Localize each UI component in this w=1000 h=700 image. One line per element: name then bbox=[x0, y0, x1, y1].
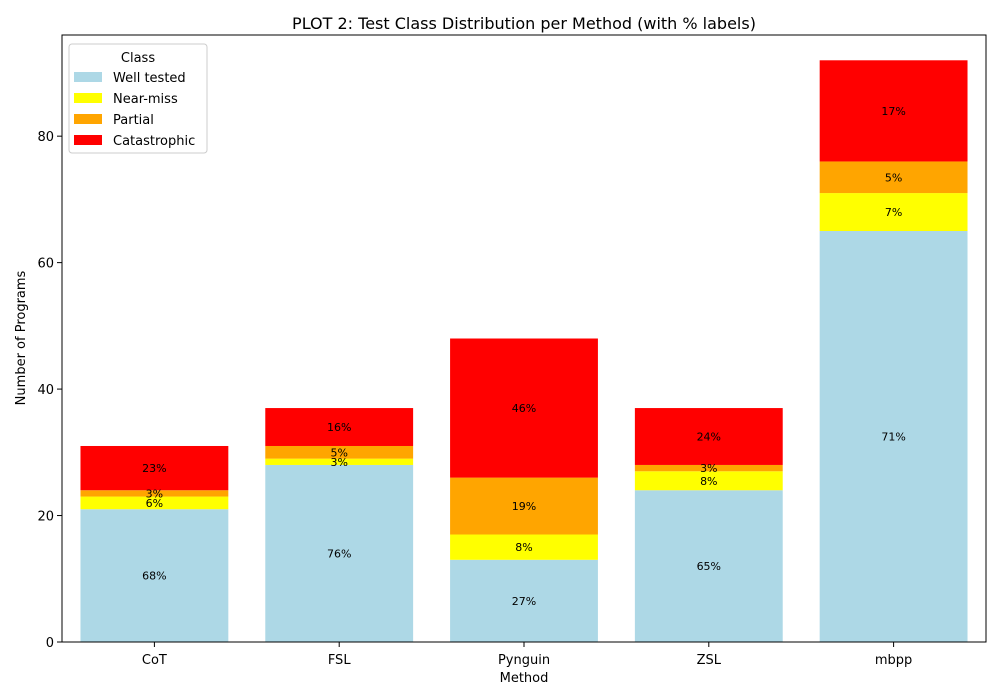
data-label-catastrophic-fsl: 16% bbox=[327, 421, 351, 434]
bar-partial-fsl bbox=[265, 445, 414, 459]
y-tick-label: 0 bbox=[46, 636, 54, 651]
data-label-catastrophic-mbpp: 17% bbox=[881, 105, 905, 118]
x-axis: CoT FSL Pynguin ZSL mbpp bbox=[142, 642, 912, 668]
bar-partial-pynguin bbox=[450, 477, 598, 535]
data-label-well-tested-pynguin: 27% bbox=[512, 595, 536, 608]
data-label-partial-mbpp: 5% bbox=[885, 171, 902, 184]
data-label-near-miss-cot: 6% bbox=[146, 497, 163, 510]
legend-label-near-miss: Near-miss bbox=[113, 92, 178, 107]
bar-near-miss-zsl bbox=[634, 471, 783, 491]
y-tick-label: 80 bbox=[37, 130, 54, 145]
segment-labels-layer: 68%76%27%65%71%6%3%8%8%7%3%5%19%3%5%23%1… bbox=[142, 105, 906, 608]
bar-near-miss-mbpp bbox=[819, 193, 968, 232]
x-tick-label: Pynguin bbox=[498, 653, 550, 668]
x-tick-label: mbpp bbox=[875, 653, 912, 668]
legend-swatch-near-miss bbox=[74, 93, 102, 103]
legend-swatch-catastrophic bbox=[74, 135, 102, 145]
legend-swatch-well-tested bbox=[74, 72, 102, 82]
bar-near-miss-pynguin bbox=[450, 534, 598, 560]
x-tick-label: CoT bbox=[142, 653, 167, 668]
bar-well-tested-fsl bbox=[265, 464, 414, 642]
x-tick-label: ZSL bbox=[697, 653, 722, 668]
data-label-partial-cot: 3% bbox=[146, 487, 163, 500]
bar-catastrophic-fsl bbox=[265, 408, 414, 446]
data-label-near-miss-pynguin: 8% bbox=[515, 541, 532, 554]
bar-catastrophic-cot bbox=[80, 445, 229, 491]
bar-partial-mbpp bbox=[819, 161, 968, 194]
bar-catastrophic-zsl bbox=[634, 408, 783, 465]
data-label-partial-zsl: 3% bbox=[700, 462, 717, 475]
legend-label-partial: Partial bbox=[113, 113, 154, 128]
y-axis-label: Number of Programs bbox=[14, 270, 29, 405]
legend-title: Class bbox=[121, 51, 155, 66]
y-axis: 0 20 40 60 80 bbox=[37, 130, 62, 651]
legend-box bbox=[68, 43, 208, 154]
data-label-well-tested-fsl: 76% bbox=[327, 547, 351, 560]
legend-label-catastrophic: Catastrophic bbox=[113, 134, 195, 149]
bar-well-tested-pynguin bbox=[450, 559, 598, 642]
data-label-catastrophic-pynguin: 46% bbox=[512, 402, 536, 415]
bar-near-miss-fsl bbox=[265, 458, 414, 465]
data-label-well-tested-mbpp: 71% bbox=[881, 431, 905, 444]
data-label-near-miss-fsl: 3% bbox=[330, 456, 347, 469]
legend-swatch-partial bbox=[74, 114, 102, 124]
y-tick-label: 40 bbox=[37, 383, 54, 398]
bar-near-miss-cot bbox=[80, 496, 229, 510]
legend: Class Well tested Near-miss Partial Catastro… bbox=[68, 43, 208, 154]
data-label-partial-pynguin: 19% bbox=[512, 500, 536, 513]
y-tick-label: 60 bbox=[37, 257, 54, 272]
bars-layer bbox=[80, 60, 968, 642]
data-label-near-miss-mbpp: 7% bbox=[885, 206, 902, 219]
y-tick-label: 20 bbox=[37, 510, 54, 525]
bar-catastrophic-mbpp bbox=[819, 60, 968, 162]
data-label-catastrophic-cot: 23% bbox=[142, 462, 166, 475]
data-label-catastrophic-zsl: 24% bbox=[697, 431, 721, 444]
legend-label-well-tested: Well tested bbox=[113, 71, 186, 86]
x-tick-label: FSL bbox=[328, 653, 352, 668]
data-label-near-miss-zsl: 8% bbox=[700, 475, 717, 488]
bar-partial-zsl bbox=[634, 464, 783, 472]
bar-well-tested-mbpp bbox=[819, 231, 968, 642]
data-label-well-tested-cot: 68% bbox=[142, 570, 166, 583]
x-axis-label: Method bbox=[500, 671, 549, 686]
chart-title: PLOT 2: Test Class Distribution per Meth… bbox=[292, 14, 756, 33]
data-label-partial-fsl: 5% bbox=[330, 446, 347, 459]
bar-catastrophic-pynguin bbox=[450, 338, 598, 478]
bar-partial-cot bbox=[80, 490, 229, 497]
bar-well-tested-zsl bbox=[634, 490, 783, 642]
data-label-well-tested-zsl: 65% bbox=[697, 560, 721, 573]
bar-well-tested-cot bbox=[80, 509, 229, 642]
